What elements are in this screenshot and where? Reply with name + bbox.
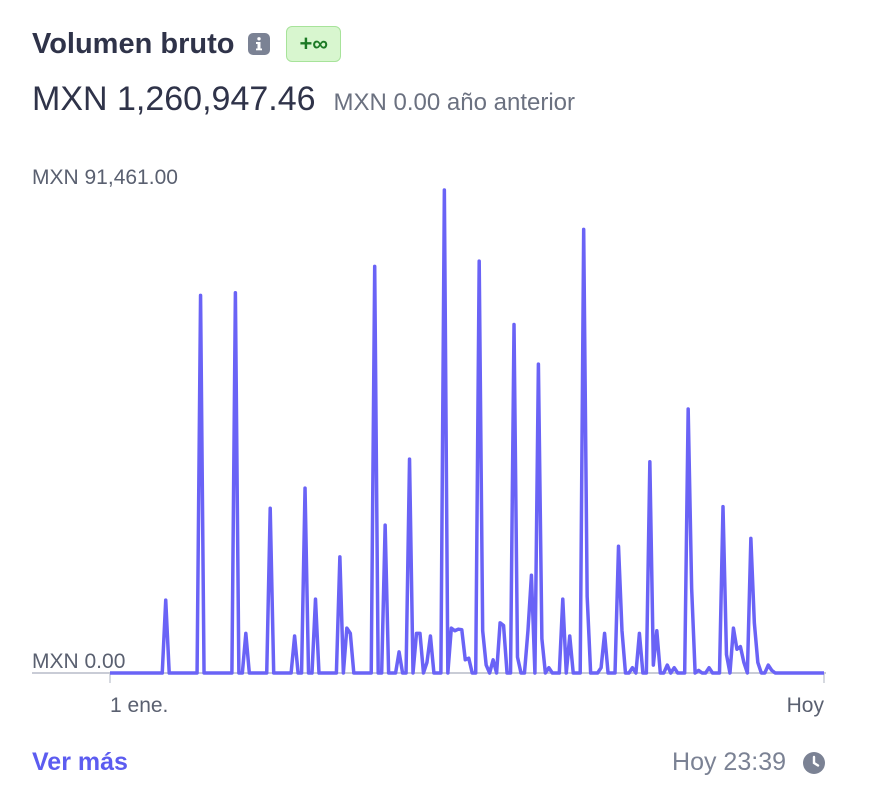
last-updated: Hoy 23:39: [672, 748, 826, 777]
y-max-label: MXN 91,461.00: [32, 166, 178, 189]
previous-year-amount: MXN 0.00 año anterior: [333, 89, 575, 116]
chart-area: MXN 91,461.00 MXN 0.00 1 ene. Hoy: [0, 150, 870, 730]
x-start-label: 1 ene.: [110, 694, 168, 717]
y-min-label: MXN 0.00: [32, 650, 125, 673]
x-end-label: Hoy: [787, 694, 825, 717]
timestamp: Hoy 23:39: [672, 748, 786, 776]
amount-row: MXN 1,260,947.46 MXN 0.00 año anterior: [32, 80, 575, 119]
clock-icon: [803, 751, 825, 774]
header: Volumen bruto +∞: [32, 26, 341, 62]
change-badge: +∞: [286, 26, 341, 62]
see-more-link[interactable]: Ver más: [32, 748, 128, 776]
info-icon[interactable]: [248, 33, 271, 55]
page-title: Volumen bruto: [32, 27, 235, 60]
info-glyph: [256, 37, 263, 51]
series-line: [110, 188, 824, 675]
gross-volume-amount: MXN 1,260,947.46: [32, 80, 316, 118]
volume-chart: MXN 91,461.00 MXN 0.00 1 ene. Hoy: [32, 166, 826, 717]
